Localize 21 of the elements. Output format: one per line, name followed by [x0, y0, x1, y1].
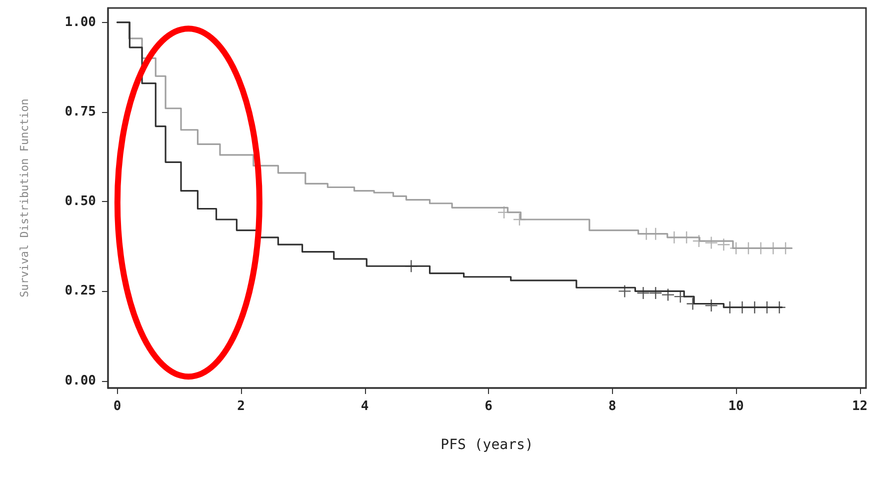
x-tick-label: 0 [113, 399, 122, 414]
y-tick-label: 0.50 [64, 194, 96, 210]
point [705, 236, 718, 249]
point [618, 285, 631, 298]
y-tick-label: 1.00 [64, 14, 96, 30]
x-tick-label: 8 [608, 399, 616, 414]
x-tick-label: 4 [360, 399, 369, 414]
x-axis-title: PFS (years) [440, 437, 534, 453]
point [637, 287, 650, 299]
y-tick-label: 0.75 [64, 104, 96, 120]
x-tick-label: 12 [852, 399, 868, 414]
point [405, 260, 418, 272]
y-axis-title: Survival Distribution Function [18, 98, 31, 298]
y-tick-label: 0.25 [64, 284, 96, 299]
x-tick-label: 10 [728, 399, 744, 414]
x-tick-label: 6 [484, 399, 493, 414]
y-tick-label: 0.00 [64, 373, 96, 388]
point [705, 300, 718, 312]
point [718, 238, 730, 251]
x-tick-label: 2 [237, 399, 245, 414]
point [662, 288, 674, 301]
